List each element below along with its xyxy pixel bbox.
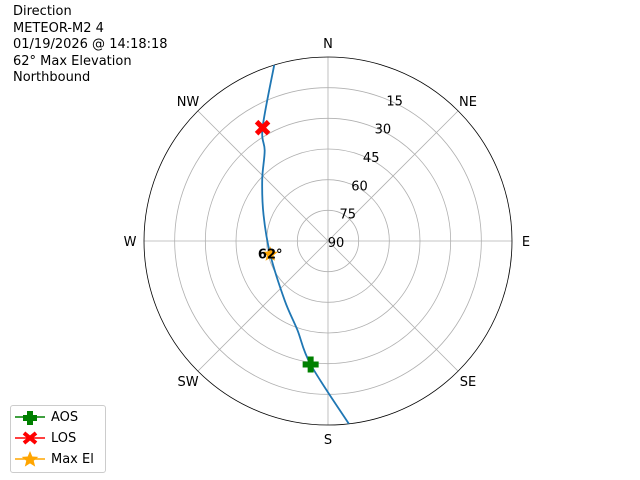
- legend-label: AOS: [51, 409, 79, 425]
- r-tick-label: 90: [328, 236, 345, 251]
- title-line: Northbound: [13, 70, 91, 85]
- ring-gridline: [204, 117, 452, 365]
- x-marker-icon: [15, 431, 45, 445]
- theta-tick-label: NE: [459, 95, 477, 110]
- theta-tick-label: SE: [460, 375, 476, 390]
- star-marker-icon: [15, 451, 45, 467]
- ring-gridline: [296, 209, 360, 273]
- polar-frame: [143, 56, 513, 426]
- plus-marker-icon: [15, 411, 45, 425]
- legend: AOS LOS Max El: [10, 405, 106, 473]
- theta-tick-label: N: [323, 37, 333, 52]
- los-marker: [254, 119, 271, 136]
- max-el-marker: [262, 246, 278, 261]
- aos-marker: [302, 356, 319, 373]
- chart-title: Direction METEOR-M2 4 01/19/2026 @ 14:18…: [13, 4, 168, 87]
- ring-gridline: [235, 148, 421, 334]
- theta-tick-label: NW: [177, 95, 200, 110]
- theta-tick-label: W: [124, 235, 137, 250]
- theta-tick-label: S: [324, 433, 332, 448]
- legend-label: Max El: [51, 451, 94, 467]
- r-tick-label: 60: [351, 179, 368, 194]
- r-tick-label: 75: [339, 208, 356, 223]
- title-line: 01/19/2026 @ 14:18:18: [13, 37, 168, 52]
- legend-item-los: LOS: [11, 428, 105, 448]
- pass-track-line: [261, 64, 350, 425]
- theta-tick-label: SW: [177, 375, 198, 390]
- title-line: Direction: [13, 4, 72, 19]
- ring-gridline: [174, 87, 482, 395]
- r-tick-label: 45: [363, 151, 380, 166]
- theta-tick-label: E: [522, 235, 530, 250]
- legend-item-maxel: Max El: [11, 449, 105, 469]
- title-line: 62° Max Elevation: [13, 53, 132, 69]
- legend-label: LOS: [51, 430, 77, 446]
- r-tick-label: 15: [386, 94, 403, 109]
- legend-item-aos: AOS: [11, 407, 105, 427]
- title-line: METEOR-M2 4: [13, 20, 104, 36]
- r-tick-label: 30: [375, 123, 392, 138]
- max-elevation-label: 62°: [258, 247, 283, 262]
